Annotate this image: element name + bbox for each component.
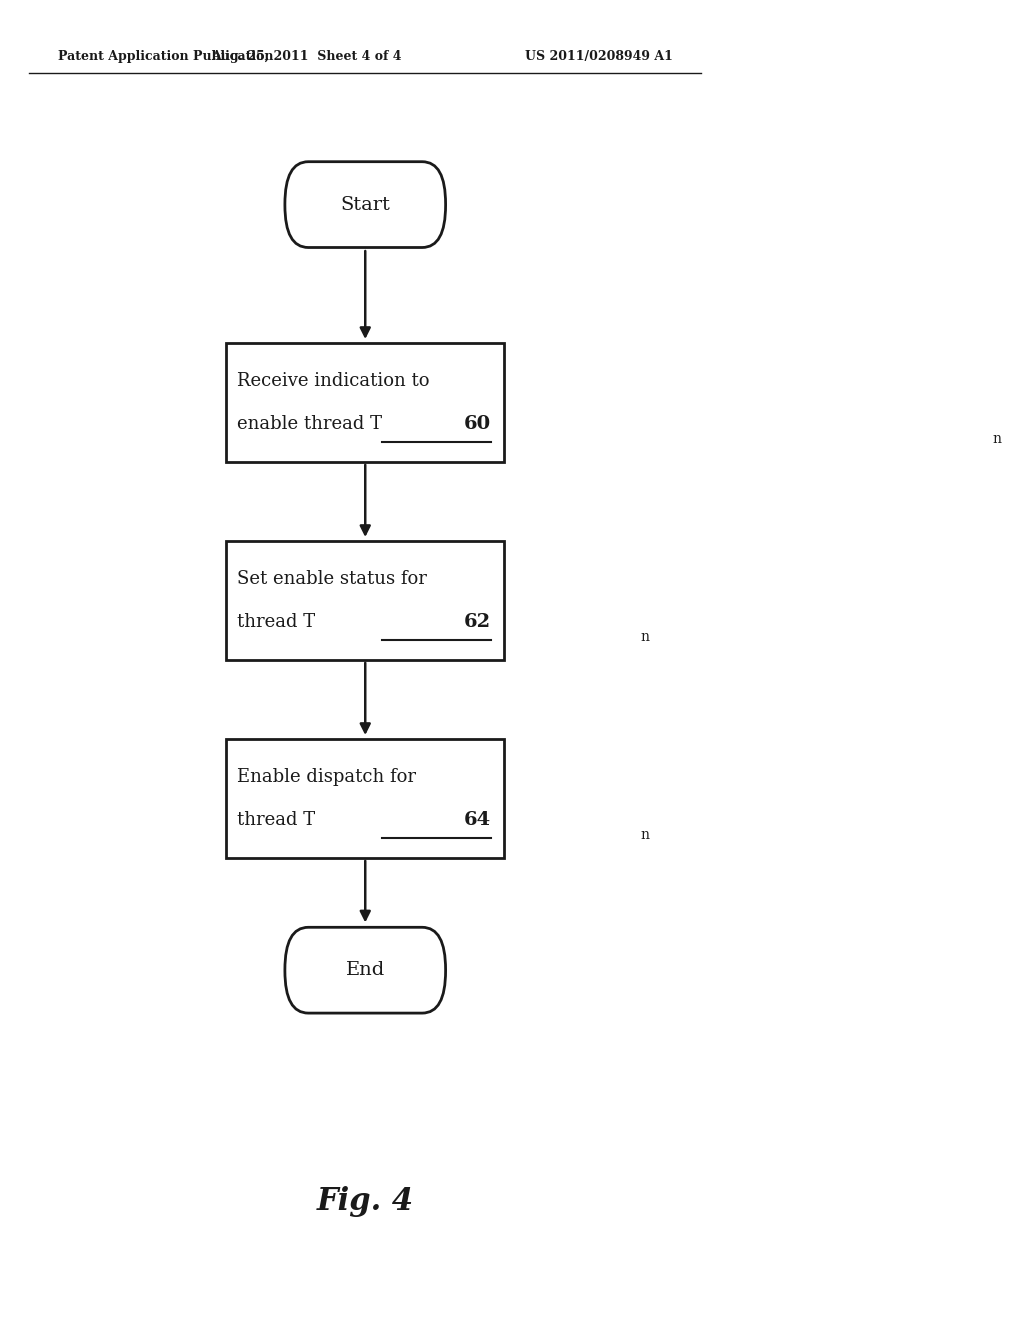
Bar — [226, 343, 504, 462]
Text: n: n — [992, 433, 1001, 446]
Text: Fig. 4: Fig. 4 — [316, 1185, 414, 1217]
Text: enable thread T: enable thread T — [238, 414, 382, 433]
Text: US 2011/0208949 A1: US 2011/0208949 A1 — [525, 50, 673, 63]
Text: n: n — [640, 829, 649, 842]
Text: Receive indication to: Receive indication to — [238, 372, 430, 391]
Text: Enable dispatch for: Enable dispatch for — [238, 768, 417, 787]
Text: 60: 60 — [464, 414, 490, 433]
Text: n: n — [640, 631, 649, 644]
Text: Set enable status for: Set enable status for — [238, 570, 427, 589]
Text: thread T: thread T — [238, 810, 315, 829]
Text: Aug. 25, 2011  Sheet 4 of 4: Aug. 25, 2011 Sheet 4 of 4 — [212, 50, 402, 63]
Text: Patent Application Publication: Patent Application Publication — [58, 50, 274, 63]
FancyBboxPatch shape — [285, 927, 445, 1014]
Bar — [226, 739, 504, 858]
FancyBboxPatch shape — [285, 162, 445, 248]
Text: End: End — [346, 961, 385, 979]
Text: Start: Start — [340, 195, 390, 214]
Text: thread T: thread T — [238, 612, 315, 631]
Text: 64: 64 — [464, 810, 490, 829]
Bar — [226, 541, 504, 660]
Text: 62: 62 — [464, 612, 490, 631]
